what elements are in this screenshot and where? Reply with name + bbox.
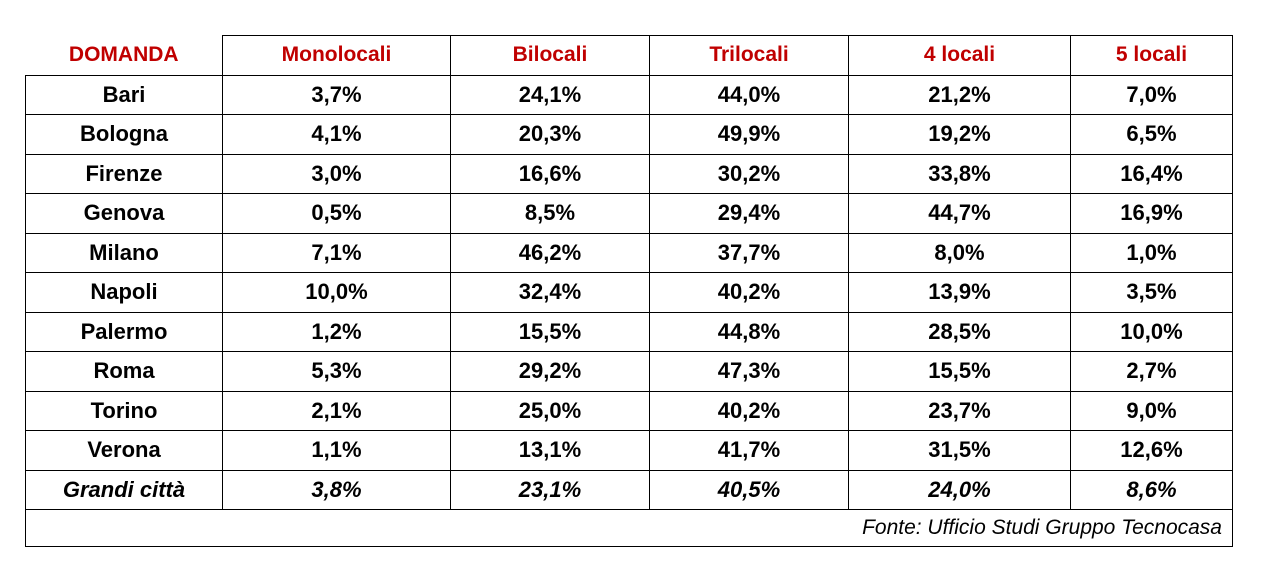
value-cell: 41,7% <box>649 430 849 471</box>
value-cell: 16,9% <box>1070 193 1233 234</box>
city-cell: Roma <box>25 351 223 392</box>
table-row: Fonte: Ufficio Studi Gruppo Tecnocasa <box>25 509 1233 547</box>
value-cell: 44,0% <box>649 74 849 115</box>
value-cell: 33,8% <box>848 153 1071 194</box>
table-row: Palermo 1,2% 15,5% 44,8% 28,5% 10,0% <box>25 311 1233 352</box>
city-cell: Genova <box>25 193 223 234</box>
value-cell: 3,5% <box>1070 272 1233 313</box>
value-cell: 30,2% <box>649 153 849 194</box>
value-cell: 3,8% <box>222 469 451 510</box>
value-cell: 24,0% <box>848 469 1071 510</box>
value-cell: 15,5% <box>848 351 1071 392</box>
value-cell: 40,5% <box>649 469 849 510</box>
value-cell: 49,9% <box>649 114 849 155</box>
city-cell: Torino <box>25 390 223 431</box>
header-cell: Trilocali <box>649 35 849 76</box>
value-cell: 15,5% <box>450 311 650 352</box>
value-cell: 1,2% <box>222 311 451 352</box>
value-cell: 2,7% <box>1070 351 1233 392</box>
table-row: Firenze 3,0% 16,6% 30,2% 33,8% 16,4% <box>25 153 1233 194</box>
value-cell: 47,3% <box>649 351 849 392</box>
city-cell: Bari <box>25 74 223 115</box>
value-cell: 24,1% <box>450 74 650 115</box>
table-row: Bari 3,7% 24,1% 44,0% 21,2% 7,0% <box>25 74 1233 115</box>
value-cell: 1,1% <box>222 430 451 471</box>
table-row: Milano 7,1% 46,2% 37,7% 8,0% 1,0% <box>25 232 1233 273</box>
city-cell: Milano <box>25 232 223 273</box>
header-cell: 5 locali <box>1070 35 1233 76</box>
city-cell: Bologna <box>25 114 223 155</box>
value-cell: 8,6% <box>1070 469 1233 510</box>
table-body: DOMANDA Monolocali Bilocali Trilocali 4 loca… <box>25 35 1233 547</box>
value-cell: 1,0% <box>1070 232 1233 273</box>
header-cell: 4 locali <box>848 35 1071 76</box>
value-cell: 12,6% <box>1070 430 1233 471</box>
value-cell: 2,1% <box>222 390 451 431</box>
value-cell: 46,2% <box>450 232 650 273</box>
value-cell: 40,2% <box>649 272 849 313</box>
header-cell: Bilocali <box>450 35 650 76</box>
value-cell: 16,6% <box>450 153 650 194</box>
value-cell: 7,0% <box>1070 74 1233 115</box>
value-cell: 44,7% <box>848 193 1071 234</box>
value-cell: 16,4% <box>1070 153 1233 194</box>
table-row: Grandi città 3,8% 23,1% 40,5% 24,0% 8,6% <box>25 469 1233 510</box>
value-cell: 32,4% <box>450 272 650 313</box>
table-row: Verona 1,1% 13,1% 41,7% 31,5% 12,6% <box>25 430 1233 471</box>
value-cell: 37,7% <box>649 232 849 273</box>
value-cell: 3,7% <box>222 74 451 115</box>
value-cell: 23,7% <box>848 390 1071 431</box>
data-table: DOMANDA Monolocali Bilocali Trilocali 4 loca… <box>25 35 1233 547</box>
value-cell: 10,0% <box>222 272 451 313</box>
table-row: Genova 0,5% 8,5% 29,4% 44,7% 16,9% <box>25 193 1233 234</box>
city-cell: Grandi città <box>25 469 223 510</box>
value-cell: 8,0% <box>848 232 1071 273</box>
city-cell: Verona <box>25 430 223 471</box>
value-cell: 19,2% <box>848 114 1071 155</box>
table-row: Roma 5,3% 29,2% 47,3% 15,5% 2,7% <box>25 351 1233 392</box>
value-cell: 3,0% <box>222 153 451 194</box>
header-cell: DOMANDA <box>25 35 223 76</box>
value-cell: 44,8% <box>649 311 849 352</box>
table-row: DOMANDA Monolocali Bilocali Trilocali 4 loca… <box>25 35 1233 76</box>
city-cell: Palermo <box>25 311 223 352</box>
city-cell: Napoli <box>25 272 223 313</box>
value-cell: 8,5% <box>450 193 650 234</box>
value-cell: 0,5% <box>222 193 451 234</box>
value-cell: 21,2% <box>848 74 1071 115</box>
value-cell: 29,2% <box>450 351 650 392</box>
value-cell: 13,9% <box>848 272 1071 313</box>
value-cell: 6,5% <box>1070 114 1233 155</box>
header-cell: Monolocali <box>222 35 451 76</box>
value-cell: 23,1% <box>450 469 650 510</box>
value-cell: 20,3% <box>450 114 650 155</box>
value-cell: 5,3% <box>222 351 451 392</box>
value-cell: 4,1% <box>222 114 451 155</box>
source-note: Fonte: Ufficio Studi Gruppo Tecnocasa <box>25 509 1233 547</box>
value-cell: 13,1% <box>450 430 650 471</box>
value-cell: 10,0% <box>1070 311 1233 352</box>
table-row: Bologna 4,1% 20,3% 49,9% 19,2% 6,5% <box>25 114 1233 155</box>
value-cell: 25,0% <box>450 390 650 431</box>
table-row: Torino 2,1% 25,0% 40,2% 23,7% 9,0% <box>25 390 1233 431</box>
city-cell: Firenze <box>25 153 223 194</box>
value-cell: 40,2% <box>649 390 849 431</box>
value-cell: 29,4% <box>649 193 849 234</box>
table-row: Napoli 10,0% 32,4% 40,2% 13,9% 3,5% <box>25 272 1233 313</box>
value-cell: 9,0% <box>1070 390 1233 431</box>
value-cell: 31,5% <box>848 430 1071 471</box>
value-cell: 28,5% <box>848 311 1071 352</box>
value-cell: 7,1% <box>222 232 451 273</box>
